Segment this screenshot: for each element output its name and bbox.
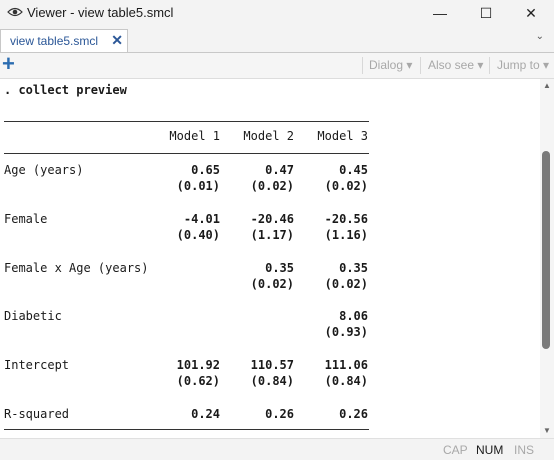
coef-cell: 111.06	[324, 358, 368, 372]
row-label: Intercept	[4, 358, 70, 372]
coef-cell: -4.01	[183, 212, 220, 226]
header-model-2: Model 2	[243, 129, 294, 143]
tab-bar: view table5.smcl ✕ ⌄	[0, 26, 554, 53]
tab-close-icon[interactable]: ✕	[111, 32, 123, 48]
ins-indicator: INS	[514, 443, 535, 457]
toolbar-separator	[362, 57, 363, 74]
row-label: Diabetic	[4, 309, 62, 323]
se-cell: (1.16)	[324, 228, 368, 242]
row-label: Female x Age (years)	[4, 261, 149, 275]
also-see-dropdown-icon: ▾	[477, 58, 484, 72]
jump-to-dropdown-icon: ▾	[543, 58, 550, 72]
coef-cell: 8.06	[339, 309, 368, 323]
status-bar: CAP NUM INS	[0, 438, 554, 460]
se-cell: (0.93)	[324, 325, 368, 339]
se-cell: (1.17)	[250, 228, 294, 242]
dialog-menu[interactable]: Dialog ▾	[369, 58, 412, 72]
eye-icon	[7, 7, 23, 17]
tab-label: view table5.smcl	[10, 34, 99, 48]
table-header-rule	[4, 153, 369, 154]
table-bottom-rule	[4, 429, 369, 430]
toolbar: + Dialog ▾ Also see ▾ Jump to ▾	[0, 53, 554, 79]
jump-to-menu[interactable]: Jump to ▾	[497, 58, 549, 72]
header-model-1: Model 1	[169, 129, 220, 143]
coef-cell: 0.65	[191, 163, 220, 177]
header-model-3: Model 3	[317, 129, 368, 143]
coef-cell: 101.92	[176, 358, 220, 372]
dialog-menu-label: Dialog	[369, 58, 404, 72]
table-top-rule	[4, 121, 369, 122]
toolbar-separator	[489, 57, 490, 74]
cap-indicator: CAP	[443, 443, 468, 457]
se-cell: (0.02)	[250, 179, 294, 193]
se-cell: (0.02)	[250, 277, 294, 291]
also-see-menu[interactable]: Also see ▾	[428, 58, 483, 72]
coef-cell: 0.35	[339, 261, 368, 275]
scroll-down-icon[interactable]: ▼	[543, 426, 551, 435]
toolbar-separator	[420, 57, 421, 74]
row-label: Female	[4, 212, 48, 226]
add-tab-button[interactable]: +	[2, 51, 15, 76]
se-cell: (0.01)	[176, 179, 220, 193]
window-title: Viewer - view table5.smcl	[27, 5, 174, 20]
scroll-up-icon[interactable]: ▲	[543, 81, 551, 90]
tab-list-chevron-icon[interactable]: ⌄	[535, 31, 544, 42]
coef-cell: 0.24	[191, 407, 220, 421]
se-cell: (0.62)	[176, 374, 220, 388]
scrollbar-thumb[interactable]	[542, 151, 550, 349]
viewer-content: . collect preview Model 1 Model 2 Model …	[0, 79, 540, 438]
also-see-menu-label: Also see	[428, 58, 475, 72]
se-cell: (0.02)	[324, 277, 368, 291]
command-line: . collect preview	[4, 83, 127, 97]
coef-cell: 110.57	[250, 358, 294, 372]
coef-cell: -20.56	[324, 212, 368, 226]
dialog-dropdown-icon: ▾	[406, 58, 413, 72]
coef-cell: 0.26	[339, 407, 368, 421]
num-indicator: NUM	[476, 443, 504, 457]
row-label: Age (years)	[4, 163, 84, 177]
se-cell: (0.84)	[250, 374, 294, 388]
tab-table5[interactable]: view table5.smcl ✕	[0, 29, 128, 52]
se-cell: (0.02)	[324, 179, 368, 193]
row-label: R-squared	[4, 407, 70, 421]
coef-cell: 0.47	[265, 163, 294, 177]
title-bar: Viewer - view table5.smcl — ☐ ✕	[0, 0, 554, 26]
se-cell: (0.84)	[324, 374, 368, 388]
minimize-button[interactable]: —	[433, 5, 447, 21]
maximize-button[interactable]: ☐	[479, 4, 493, 21]
coef-cell: -20.46	[250, 212, 294, 226]
coef-cell: 0.45	[339, 163, 368, 177]
se-cell: (0.40)	[176, 228, 220, 242]
coef-cell: 0.35	[265, 261, 294, 275]
coef-cell: 0.26	[265, 407, 294, 421]
close-button[interactable]: ✕	[525, 4, 537, 21]
jump-to-menu-label: Jump to	[497, 58, 540, 72]
